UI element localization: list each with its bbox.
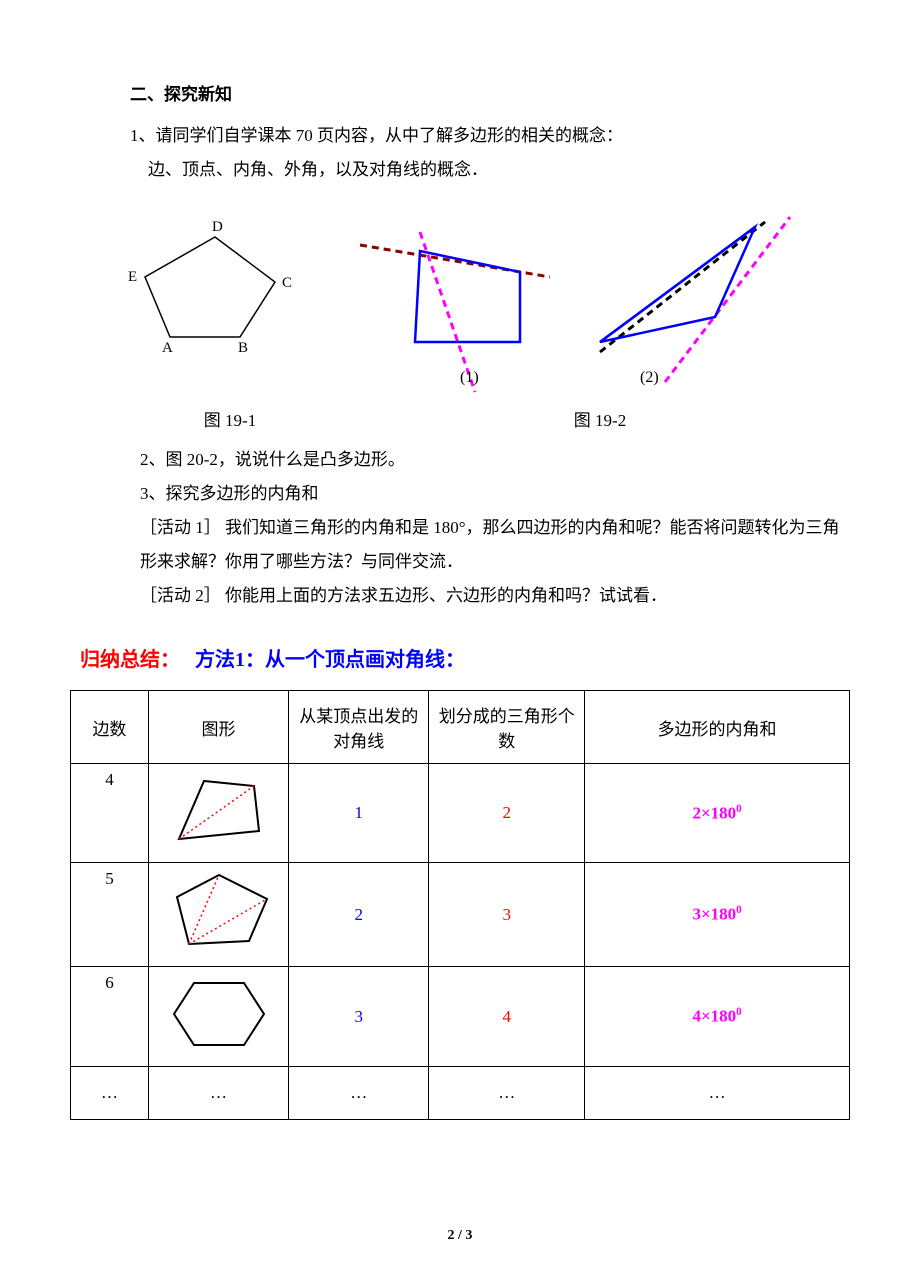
summary-blue: 方法1：从一个顶点画对角线： — [195, 649, 465, 671]
cell-tri: 2 — [429, 764, 585, 863]
para-1b: 边、顶点、内角、外角，以及对角线的概念． — [148, 153, 850, 187]
svg-text:B: B — [238, 340, 248, 356]
cell-sum: 2×1800 — [585, 764, 850, 863]
cell-sum: 4×1800 — [585, 967, 850, 1067]
th-triangles: 划分成的三角形个数 — [429, 691, 585, 764]
th-diagonals: 从某顶点出发的对角线 — [289, 691, 429, 764]
table-header-row: 边数 图形 从某顶点出发的对角线 划分成的三角形个数 多边形的内角和 — [71, 691, 850, 764]
hexagon-shape-icon — [159, 973, 279, 1055]
para-3: 3、探究多边形的内角和 — [140, 477, 850, 511]
para-1: 1、请同学们自学课本 70 页内容，从中了解多边形的相关的概念： — [130, 119, 850, 153]
pentagon-shape-icon — [159, 869, 279, 955]
svg-text:E: E — [128, 269, 137, 285]
cell-dots: … — [71, 1067, 149, 1120]
summary-red: 归纳总结： — [80, 649, 180, 671]
figure-19-1: A B C D E — [100, 207, 360, 372]
section-heading: 二、探究新知 — [130, 80, 850, 105]
table-row: 4 1 2 2×1800 — [71, 764, 850, 863]
cell-tri: 3 — [429, 863, 585, 967]
cell-n: 5 — [71, 863, 149, 967]
activity-1: ［活动 1］ 我们知道三角形的内角和是 180°，那么四边形的内角和呢？能否将问… — [140, 511, 850, 579]
svg-text:(2): (2) — [640, 369, 659, 386]
cell-diag: 3 — [289, 967, 429, 1067]
cell-dots: … — [429, 1067, 585, 1120]
th-figure: 图形 — [148, 691, 288, 764]
cell-sum: 3×1800 — [585, 863, 850, 967]
svg-text:A: A — [162, 340, 173, 356]
cell-dots: … — [148, 1067, 288, 1120]
figure-19-2: (1) (2) — [360, 207, 800, 402]
cell-figure — [148, 863, 288, 967]
method-table: 边数 图形 从某顶点出发的对角线 划分成的三角形个数 多边形的内角和 4 1 2… — [70, 690, 850, 1120]
th-anglesum: 多边形的内角和 — [585, 691, 850, 764]
cell-tri: 4 — [429, 967, 585, 1067]
quad-tri-svg: (1) (2) — [360, 207, 800, 397]
cell-figure — [148, 764, 288, 863]
caption-19-2: 图 19-2 — [360, 406, 800, 431]
caption-19-1: 图 19-1 — [100, 406, 360, 431]
cell-n: 6 — [71, 967, 149, 1067]
cell-n: 4 — [71, 764, 149, 863]
table-row: 5 2 3 3×1800 — [71, 863, 850, 967]
cell-figure — [148, 967, 288, 1067]
summary-title: 归纳总结： 方法1：从一个顶点画对角线： — [80, 643, 850, 672]
figures-row: A B C D E (1) (2) — [100, 207, 850, 402]
pentagon-svg: A B C D E — [100, 207, 320, 367]
quad-shape-icon — [159, 771, 279, 851]
svg-text:C: C — [282, 275, 292, 291]
cell-dots: … — [289, 1067, 429, 1120]
th-sides: 边数 — [71, 691, 149, 764]
cell-diag: 1 — [289, 764, 429, 863]
figure-captions: 图 19-1 图 19-2 — [100, 406, 850, 431]
cell-dots: … — [585, 1067, 850, 1120]
para-2: 2、图 20-2，说说什么是凸多边形。 — [140, 443, 850, 477]
table-row: 6 3 4 4×1800 — [71, 967, 850, 1067]
svg-text:D: D — [212, 219, 223, 235]
page-footer: 2 / 3 — [0, 1228, 920, 1244]
cell-diag: 2 — [289, 863, 429, 967]
page: 二、探究新知 1、请同学们自学课本 70 页内容，从中了解多边形的相关的概念： … — [0, 0, 920, 1274]
svg-text:(1): (1) — [460, 369, 479, 386]
activity-2: ［活动 2］ 你能用上面的方法求五边形、六边形的内角和吗？试试看． — [140, 579, 850, 613]
table-row-dots: … … … … … — [71, 1067, 850, 1120]
